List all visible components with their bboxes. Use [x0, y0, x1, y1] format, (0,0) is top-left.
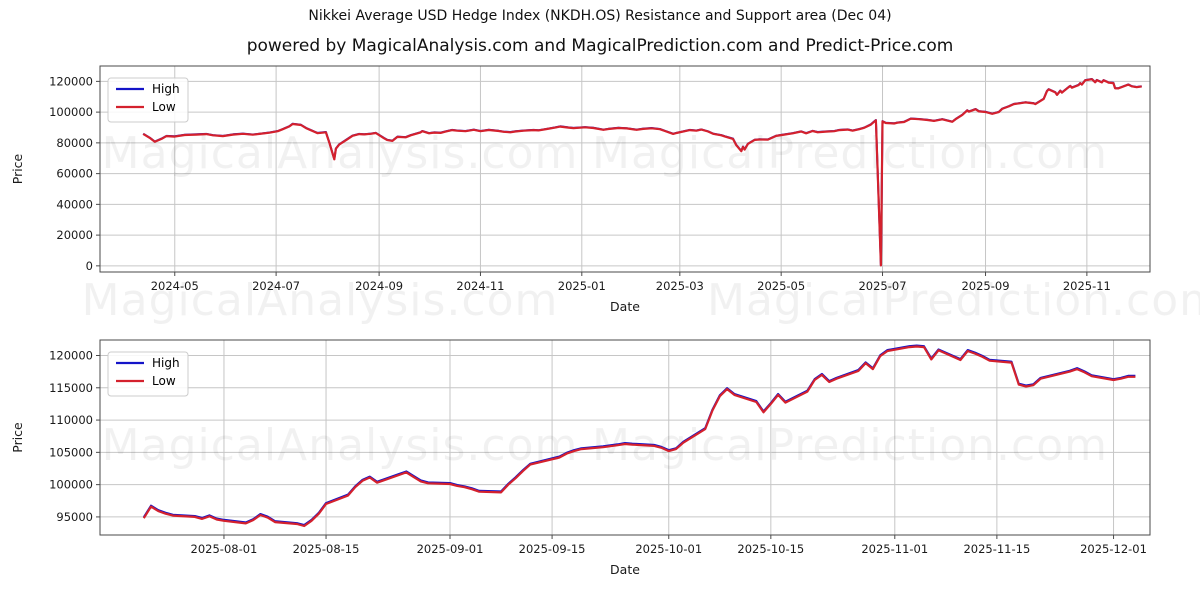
low-line [142, 345, 1136, 528]
x-tick-label: 2025-11-15 [963, 542, 1030, 556]
watermark-text: MagicalAnalysis.com [102, 420, 579, 471]
x-tick-label: 2025-03 [656, 279, 704, 293]
x-tick-label: 2024-11 [456, 279, 504, 293]
x-tick-label: 2025-12-01 [1080, 542, 1147, 556]
y-axis-label: Price [10, 153, 25, 184]
watermark-text: MagicalPrediction.com [592, 420, 1108, 471]
x-tick-label: 2025-07 [858, 279, 906, 293]
watermark-text: MagicalAnalysis.com [82, 275, 559, 326]
y-tick-label: 100000 [49, 478, 93, 492]
legend-label-low: Low [152, 100, 176, 114]
x-tick-label: 2024-05 [151, 279, 199, 293]
plot-border [99, 65, 1151, 273]
y-tick-label: 80000 [56, 136, 93, 150]
x-tick-label: 2025-10-01 [635, 542, 702, 556]
plot-border [99, 339, 1151, 536]
x-tick-label: 2024-09 [355, 279, 403, 293]
legend-label-low: Low [152, 374, 176, 388]
x-tick-label: 2025-11 [1063, 279, 1111, 293]
figure-subtitle: powered by MagicalAnalysis.com and Magic… [246, 36, 954, 56]
y-tick-label: 60000 [56, 167, 93, 181]
watermark-text: MagicalPrediction.com [592, 128, 1108, 179]
x-axis-label: Date [610, 299, 640, 314]
watermark-text: MagicalPrediction.com [707, 275, 1200, 326]
y-tick-label: 115000 [49, 381, 93, 395]
x-tick-label: 2025-05 [757, 279, 805, 293]
x-axis-label: Date [610, 562, 640, 577]
x-tick-label: 2025-08-15 [293, 542, 360, 556]
legend: High Low [107, 351, 189, 397]
x-tick-label: 2025-08-01 [191, 542, 258, 556]
y-tick-label: 40000 [56, 197, 93, 211]
x-tick-label: 2025-11-01 [861, 542, 928, 556]
y-tick-label: 0 [86, 259, 93, 273]
low-line [142, 78, 1142, 267]
y-tick-label: 100000 [49, 105, 93, 119]
x-tick-label: 2025-09-01 [417, 542, 484, 556]
legend-label-high: High [152, 356, 180, 370]
x-tick-label: 2025-10-15 [737, 542, 804, 556]
y-axis-label: Price [10, 422, 25, 453]
x-tick-label: 2024-07 [252, 279, 300, 293]
y-tick-label: 105000 [49, 445, 93, 459]
x-tick-label: 2025-09-15 [519, 542, 586, 556]
y-tick-label: 120000 [49, 74, 93, 88]
y-tick-label: 120000 [49, 348, 93, 362]
y-tick-label: 95000 [56, 510, 93, 524]
x-tick-label: 2025-09 [961, 279, 1009, 293]
y-tick-label: 20000 [56, 228, 93, 242]
x-tick-label: 2025-01 [558, 279, 606, 293]
legend: High Low [107, 77, 189, 123]
figure-title: Nikkei Average USD Hedge Index (NKDH.OS)… [308, 8, 892, 24]
y-tick-label: 110000 [49, 413, 93, 427]
legend-label-high: High [152, 82, 180, 96]
